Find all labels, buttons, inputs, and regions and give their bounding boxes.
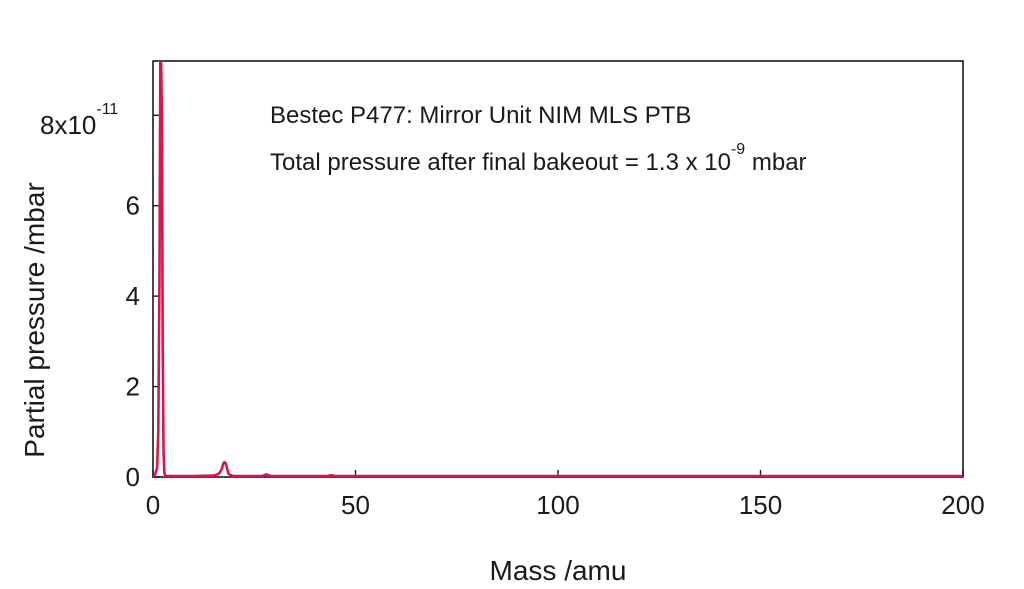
x-tick-label: 150: [739, 490, 782, 520]
y-scale-factor-base: 8: [40, 110, 54, 140]
x-tick-label: 50: [341, 490, 370, 520]
annotation-total-pressure: Total pressure after final bakeout = 1.3…: [270, 141, 807, 176]
x-tick-label: 200: [941, 490, 984, 520]
x-tick-label: 100: [536, 490, 579, 520]
y-axis-label: Partial pressure /mbar: [19, 182, 50, 457]
y-scale-exponent: -11: [96, 101, 118, 118]
annotation-total-pressure-exponent: -9: [731, 141, 745, 158]
y-axis-ticks: 0 2 4 6: [126, 114, 160, 492]
x-tick-label: 0: [146, 490, 160, 520]
series-line: [153, 61, 963, 477]
annotation-instrument: Bestec P477: Mirror Unit NIM MLS PTB: [270, 102, 691, 129]
y-tick-label: 0: [126, 462, 140, 492]
x-axis-label: Mass /amu: [490, 555, 627, 586]
y-tick-label: 6: [126, 191, 140, 221]
y-scale-factor: 8x10-11: [40, 101, 118, 140]
x-axis-ticks: 0 50 100 150 200: [146, 470, 985, 520]
annotation-total-pressure-text: Total pressure after final bakeout = 1.3…: [270, 149, 731, 176]
y-tick-label: 2: [126, 372, 140, 402]
y-tick-label: 4: [126, 281, 140, 311]
y-scale-factor-multiplier: x10: [54, 110, 96, 140]
annotation-total-pressure-unit: mbar: [745, 149, 806, 176]
series-layer: [153, 61, 963, 477]
